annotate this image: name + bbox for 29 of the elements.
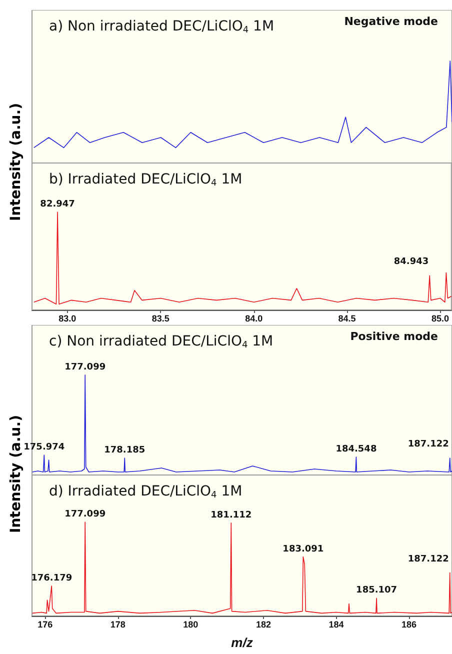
annotation: 84.943 [394, 257, 429, 268]
annotation: 177.099 [64, 510, 106, 520]
annotation: 82.947 [40, 200, 75, 210]
annotation: 181.112 [210, 510, 252, 520]
x-tick-label: 182 [256, 620, 271, 630]
x-tick-label: 180 [183, 620, 198, 630]
annotation: 183.091 [282, 544, 324, 554]
annotation: 185.107 [356, 586, 398, 596]
annotation: 187.122 [408, 440, 449, 450]
annotation: 175.974 [24, 442, 65, 452]
annotation: 178.185 [104, 446, 146, 456]
text: Positive mode [350, 330, 438, 343]
y-axis-title: Intensity (a.u.) [8, 414, 24, 534]
annotation: 177.099 [64, 362, 106, 372]
x-tick-label: 83.0 [58, 314, 76, 324]
annotation: 187.122 [408, 554, 449, 564]
x-tick-label: 85.0 [431, 314, 450, 324]
x-tick-label: 184 [328, 620, 344, 630]
x-axis-title: m/z [231, 635, 254, 650]
annotation: 184.548 [336, 444, 377, 454]
x-tick-label: 176 [38, 620, 53, 630]
y-axis-title: Intensity (a.u.) [8, 102, 24, 222]
x-tick-label: 83.5 [152, 314, 170, 324]
x-tick-label: 84.0 [245, 314, 263, 324]
x-tick-label: 84.5 [338, 314, 356, 324]
x-tick-label: 178 [110, 620, 126, 630]
x-tick-label: 186 [402, 620, 417, 630]
annotation: 176.179 [31, 573, 72, 584]
text: Negative mode [344, 15, 438, 28]
